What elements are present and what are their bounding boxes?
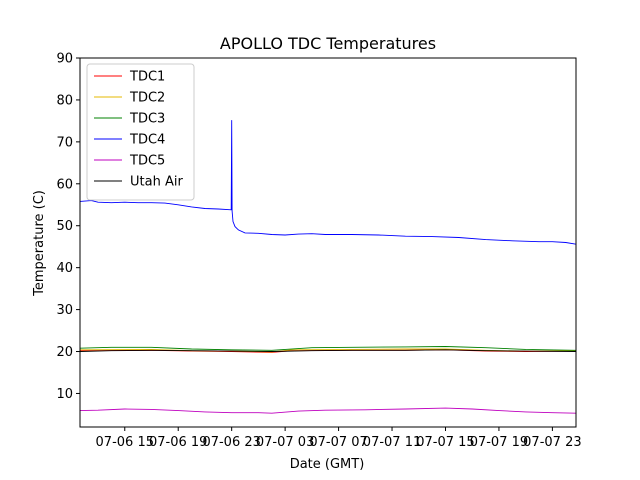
y-tick-label: 40 — [56, 261, 73, 276]
legend-label: TDC1 — [129, 70, 165, 85]
chart-title: APOLLO TDC Temperatures — [220, 34, 436, 53]
x-tick-label: 07-07 11 — [363, 435, 421, 450]
x-tick-label: 07-07 03 — [256, 435, 314, 450]
y-tick-label: 60 — [56, 177, 73, 192]
x-tick-label: 07-07 23 — [523, 435, 581, 450]
y-tick-label: 20 — [56, 345, 73, 360]
x-tick-label: 07-06 23 — [202, 435, 260, 450]
y-tick-label: 30 — [56, 303, 73, 318]
x-tick-label: 07-07 19 — [470, 435, 528, 450]
x-tick-label: 07-06 15 — [96, 435, 154, 450]
y-tick-label: 90 — [56, 52, 73, 67]
legend: TDC1 TDC2 TDC3 TDC4 TDC5 Utah Air — [86, 63, 195, 201]
legend-label: TDC5 — [129, 154, 165, 169]
legend-label: TDC2 — [129, 91, 165, 106]
legend-label: Utah Air — [130, 175, 183, 190]
x-tick-label: 07-06 19 — [149, 435, 207, 450]
y-tick-label: 10 — [56, 387, 73, 402]
x-axis-label: Date (GMT) — [290, 457, 365, 472]
legend-label: TDC4 — [129, 133, 165, 148]
legend-label: TDC3 — [129, 112, 165, 127]
y-axis: 10 20 30 40 50 60 70 80 90 — [56, 52, 80, 402]
series-line-tdc4 — [79, 120, 577, 245]
y-axis-label: Temperature (C) — [32, 190, 47, 297]
y-tick-label: 80 — [56, 93, 73, 108]
legend-box — [86, 63, 195, 201]
y-tick-label: 50 — [56, 219, 73, 234]
plot-lines — [79, 120, 577, 414]
x-tick-label: 07-07 07 — [309, 435, 367, 450]
series-line-utah-air — [79, 349, 577, 352]
x-tick-label: 07-07 15 — [416, 435, 474, 450]
plot-frame — [79, 57, 577, 428]
y-tick-label: 70 — [56, 135, 73, 150]
series-line-tdc5 — [79, 407, 577, 414]
series-line-tdc3 — [79, 346, 577, 351]
